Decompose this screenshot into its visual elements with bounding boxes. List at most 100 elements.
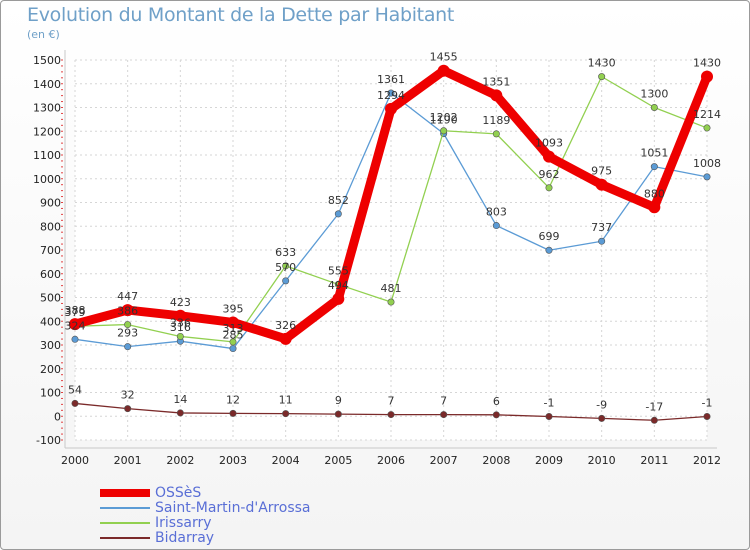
data-point-3 xyxy=(334,410,342,418)
data-label-2: 481 xyxy=(381,282,402,295)
data-point-2 xyxy=(282,262,290,270)
chart-subtitle: (en €) xyxy=(27,28,60,41)
data-label-2: 555 xyxy=(328,264,349,277)
data-label-0: 1351 xyxy=(482,75,510,88)
data-point-2 xyxy=(440,127,448,135)
data-point-3 xyxy=(650,416,658,424)
data-label-2: 1430 xyxy=(588,57,616,70)
legend-swatch xyxy=(100,537,150,539)
data-label-0: 975 xyxy=(591,165,612,178)
data-point-0 xyxy=(595,178,608,191)
data-point-0 xyxy=(174,309,187,322)
y-tick-label: 100 xyxy=(40,387,61,400)
data-label-1: 293 xyxy=(117,327,138,340)
data-label-1: 1051 xyxy=(640,147,668,160)
data-label-2: 1189 xyxy=(482,114,510,127)
x-tick-label: 2000 xyxy=(61,454,89,467)
data-label-0: 388 xyxy=(65,304,86,317)
data-point-1 xyxy=(545,246,553,254)
data-point-0 xyxy=(648,201,661,214)
data-point-2 xyxy=(650,104,658,112)
data-point-3 xyxy=(545,412,553,420)
data-label-3: -1 xyxy=(544,396,555,409)
data-label-3: 32 xyxy=(121,389,135,402)
data-point-1 xyxy=(650,163,658,171)
data-point-0 xyxy=(227,316,239,329)
data-point-0 xyxy=(543,150,555,163)
chart-title: Evolution du Montant de la Dette par Hab… xyxy=(27,4,455,26)
y-tick-label: -100 xyxy=(36,434,61,447)
legend-label: Bidarray xyxy=(155,530,215,546)
data-point-0 xyxy=(69,318,81,331)
legend-swatch xyxy=(100,507,150,509)
data-point-3 xyxy=(124,405,132,413)
data-label-1: 570 xyxy=(275,261,296,274)
data-label-0: 423 xyxy=(170,296,191,309)
data-label-0: 447 xyxy=(117,290,138,303)
legend-label: Irissarry xyxy=(155,515,212,531)
data-point-3 xyxy=(492,411,500,419)
data-point-2 xyxy=(492,130,500,138)
data-label-0: 880 xyxy=(644,187,665,200)
data-point-2 xyxy=(545,184,553,192)
data-point-0 xyxy=(385,102,397,115)
data-label-0: 395 xyxy=(223,302,244,315)
y-tick-label: 300 xyxy=(40,339,61,352)
x-tick-label: 2004 xyxy=(272,454,300,467)
data-point-2 xyxy=(387,298,395,306)
data-point-1 xyxy=(71,335,79,343)
data-label-3: -9 xyxy=(596,398,607,411)
data-point-0 xyxy=(279,332,292,345)
data-label-0: 1294 xyxy=(377,89,405,102)
data-label-2: 379 xyxy=(65,306,86,319)
data-point-3 xyxy=(282,410,290,418)
data-point-1 xyxy=(282,277,290,285)
legend-label: OSSèS xyxy=(155,485,202,501)
x-tick-label: 2011 xyxy=(640,454,668,467)
data-label-1: 1190 xyxy=(430,114,458,127)
data-point-3 xyxy=(387,411,395,419)
data-label-2: 313 xyxy=(223,322,244,335)
y-tick-label: 400 xyxy=(40,315,61,328)
data-label-0: 1430 xyxy=(693,57,721,70)
data-label-2: 336 xyxy=(170,316,191,329)
data-label-3: 7 xyxy=(388,395,395,408)
data-point-2 xyxy=(176,332,184,340)
data-label-2: 1214 xyxy=(693,108,721,121)
y-tick-label: 1500 xyxy=(33,54,61,67)
data-point-0 xyxy=(121,304,134,317)
data-point-2 xyxy=(703,124,711,132)
data-label-1: 1361 xyxy=(377,73,405,86)
data-point-1 xyxy=(334,210,342,218)
data-label-2: 1300 xyxy=(640,88,668,101)
data-label-2: 1202 xyxy=(430,111,458,124)
data-label-1: 852 xyxy=(328,194,349,207)
data-label-3: 14 xyxy=(173,393,187,406)
data-label-1: 285 xyxy=(223,329,244,342)
data-label-3: 9 xyxy=(335,394,342,407)
data-point-2 xyxy=(124,321,132,329)
x-tick-label: 2002 xyxy=(166,454,194,467)
data-label-2: 386 xyxy=(117,305,138,318)
y-tick-label: 1400 xyxy=(33,78,61,91)
y-tick-label: 600 xyxy=(40,268,61,281)
data-point-1 xyxy=(387,89,395,97)
data-label-3: 11 xyxy=(279,394,293,407)
data-point-1 xyxy=(492,222,500,230)
x-tick-label: 2010 xyxy=(588,454,616,467)
data-point-1 xyxy=(229,345,237,353)
data-label-3: -1 xyxy=(702,396,713,409)
y-tick-label: 800 xyxy=(40,220,61,233)
data-label-0: 1455 xyxy=(430,51,458,64)
data-point-2 xyxy=(229,338,237,346)
data-label-1: 737 xyxy=(591,221,612,234)
x-tick-label: 2007 xyxy=(430,454,458,467)
data-point-3 xyxy=(176,409,184,417)
data-label-1: 1008 xyxy=(693,157,721,170)
x-tick-label: 2001 xyxy=(114,454,142,467)
y-tick-label: 700 xyxy=(40,244,61,257)
y-tick-label: 500 xyxy=(40,292,61,305)
data-point-1 xyxy=(703,173,711,181)
x-tick-label: 2009 xyxy=(535,454,563,467)
